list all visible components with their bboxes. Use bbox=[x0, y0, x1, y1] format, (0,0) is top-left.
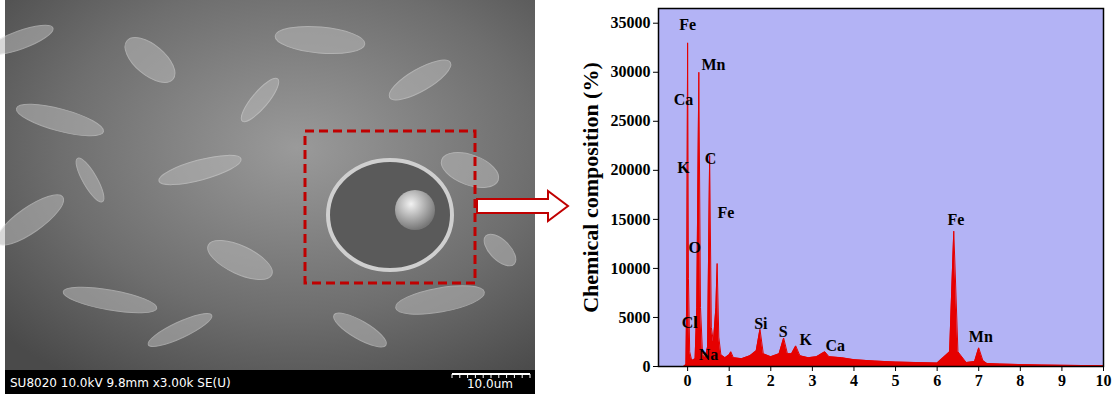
svg-text:O: O bbox=[688, 239, 700, 256]
svg-text:Cl: Cl bbox=[682, 314, 699, 331]
svg-text:8: 8 bbox=[1016, 372, 1024, 389]
svg-text:2: 2 bbox=[767, 372, 775, 389]
svg-text:Si: Si bbox=[754, 315, 768, 332]
svg-text:20000: 20000 bbox=[611, 161, 651, 178]
svg-text:15000: 15000 bbox=[611, 210, 651, 227]
svg-text:SU8020 10.0kV 9.8mm x3.00k SE(: SU8020 10.0kV 9.8mm x3.00k SE(U) bbox=[10, 376, 231, 390]
svg-text:Fe: Fe bbox=[679, 16, 696, 33]
svg-text:10.0um: 10.0um bbox=[467, 377, 513, 391]
svg-text:Ca: Ca bbox=[674, 91, 694, 108]
svg-text:3: 3 bbox=[808, 372, 816, 389]
svg-text:10000: 10000 bbox=[611, 260, 651, 277]
svg-text:0: 0 bbox=[684, 372, 692, 389]
svg-text:Ca: Ca bbox=[825, 337, 845, 354]
svg-text:35000: 35000 bbox=[611, 14, 651, 31]
svg-text:K: K bbox=[799, 331, 812, 348]
svg-text:1: 1 bbox=[725, 372, 733, 389]
svg-text:Chemical composition (%): Chemical composition (%) bbox=[578, 62, 603, 313]
svg-text:Mn: Mn bbox=[701, 56, 725, 73]
svg-text:S: S bbox=[779, 323, 788, 340]
svg-text:Na: Na bbox=[699, 346, 719, 363]
svg-text:4: 4 bbox=[850, 372, 858, 389]
svg-text:5: 5 bbox=[892, 372, 900, 389]
svg-text:C: C bbox=[705, 150, 717, 167]
svg-text:9: 9 bbox=[1058, 372, 1066, 389]
svg-text:Mn: Mn bbox=[969, 328, 993, 345]
svg-text:10: 10 bbox=[1096, 372, 1112, 389]
svg-text:7: 7 bbox=[975, 372, 983, 389]
svg-text:6: 6 bbox=[933, 372, 941, 389]
svg-text:Fe: Fe bbox=[717, 204, 734, 221]
svg-text:5000: 5000 bbox=[619, 309, 651, 326]
svg-text:Fe: Fe bbox=[947, 210, 964, 227]
svg-text:0: 0 bbox=[643, 358, 651, 375]
svg-text:K: K bbox=[677, 159, 690, 176]
svg-text:30000: 30000 bbox=[611, 63, 651, 80]
svg-text:25000: 25000 bbox=[611, 112, 651, 129]
